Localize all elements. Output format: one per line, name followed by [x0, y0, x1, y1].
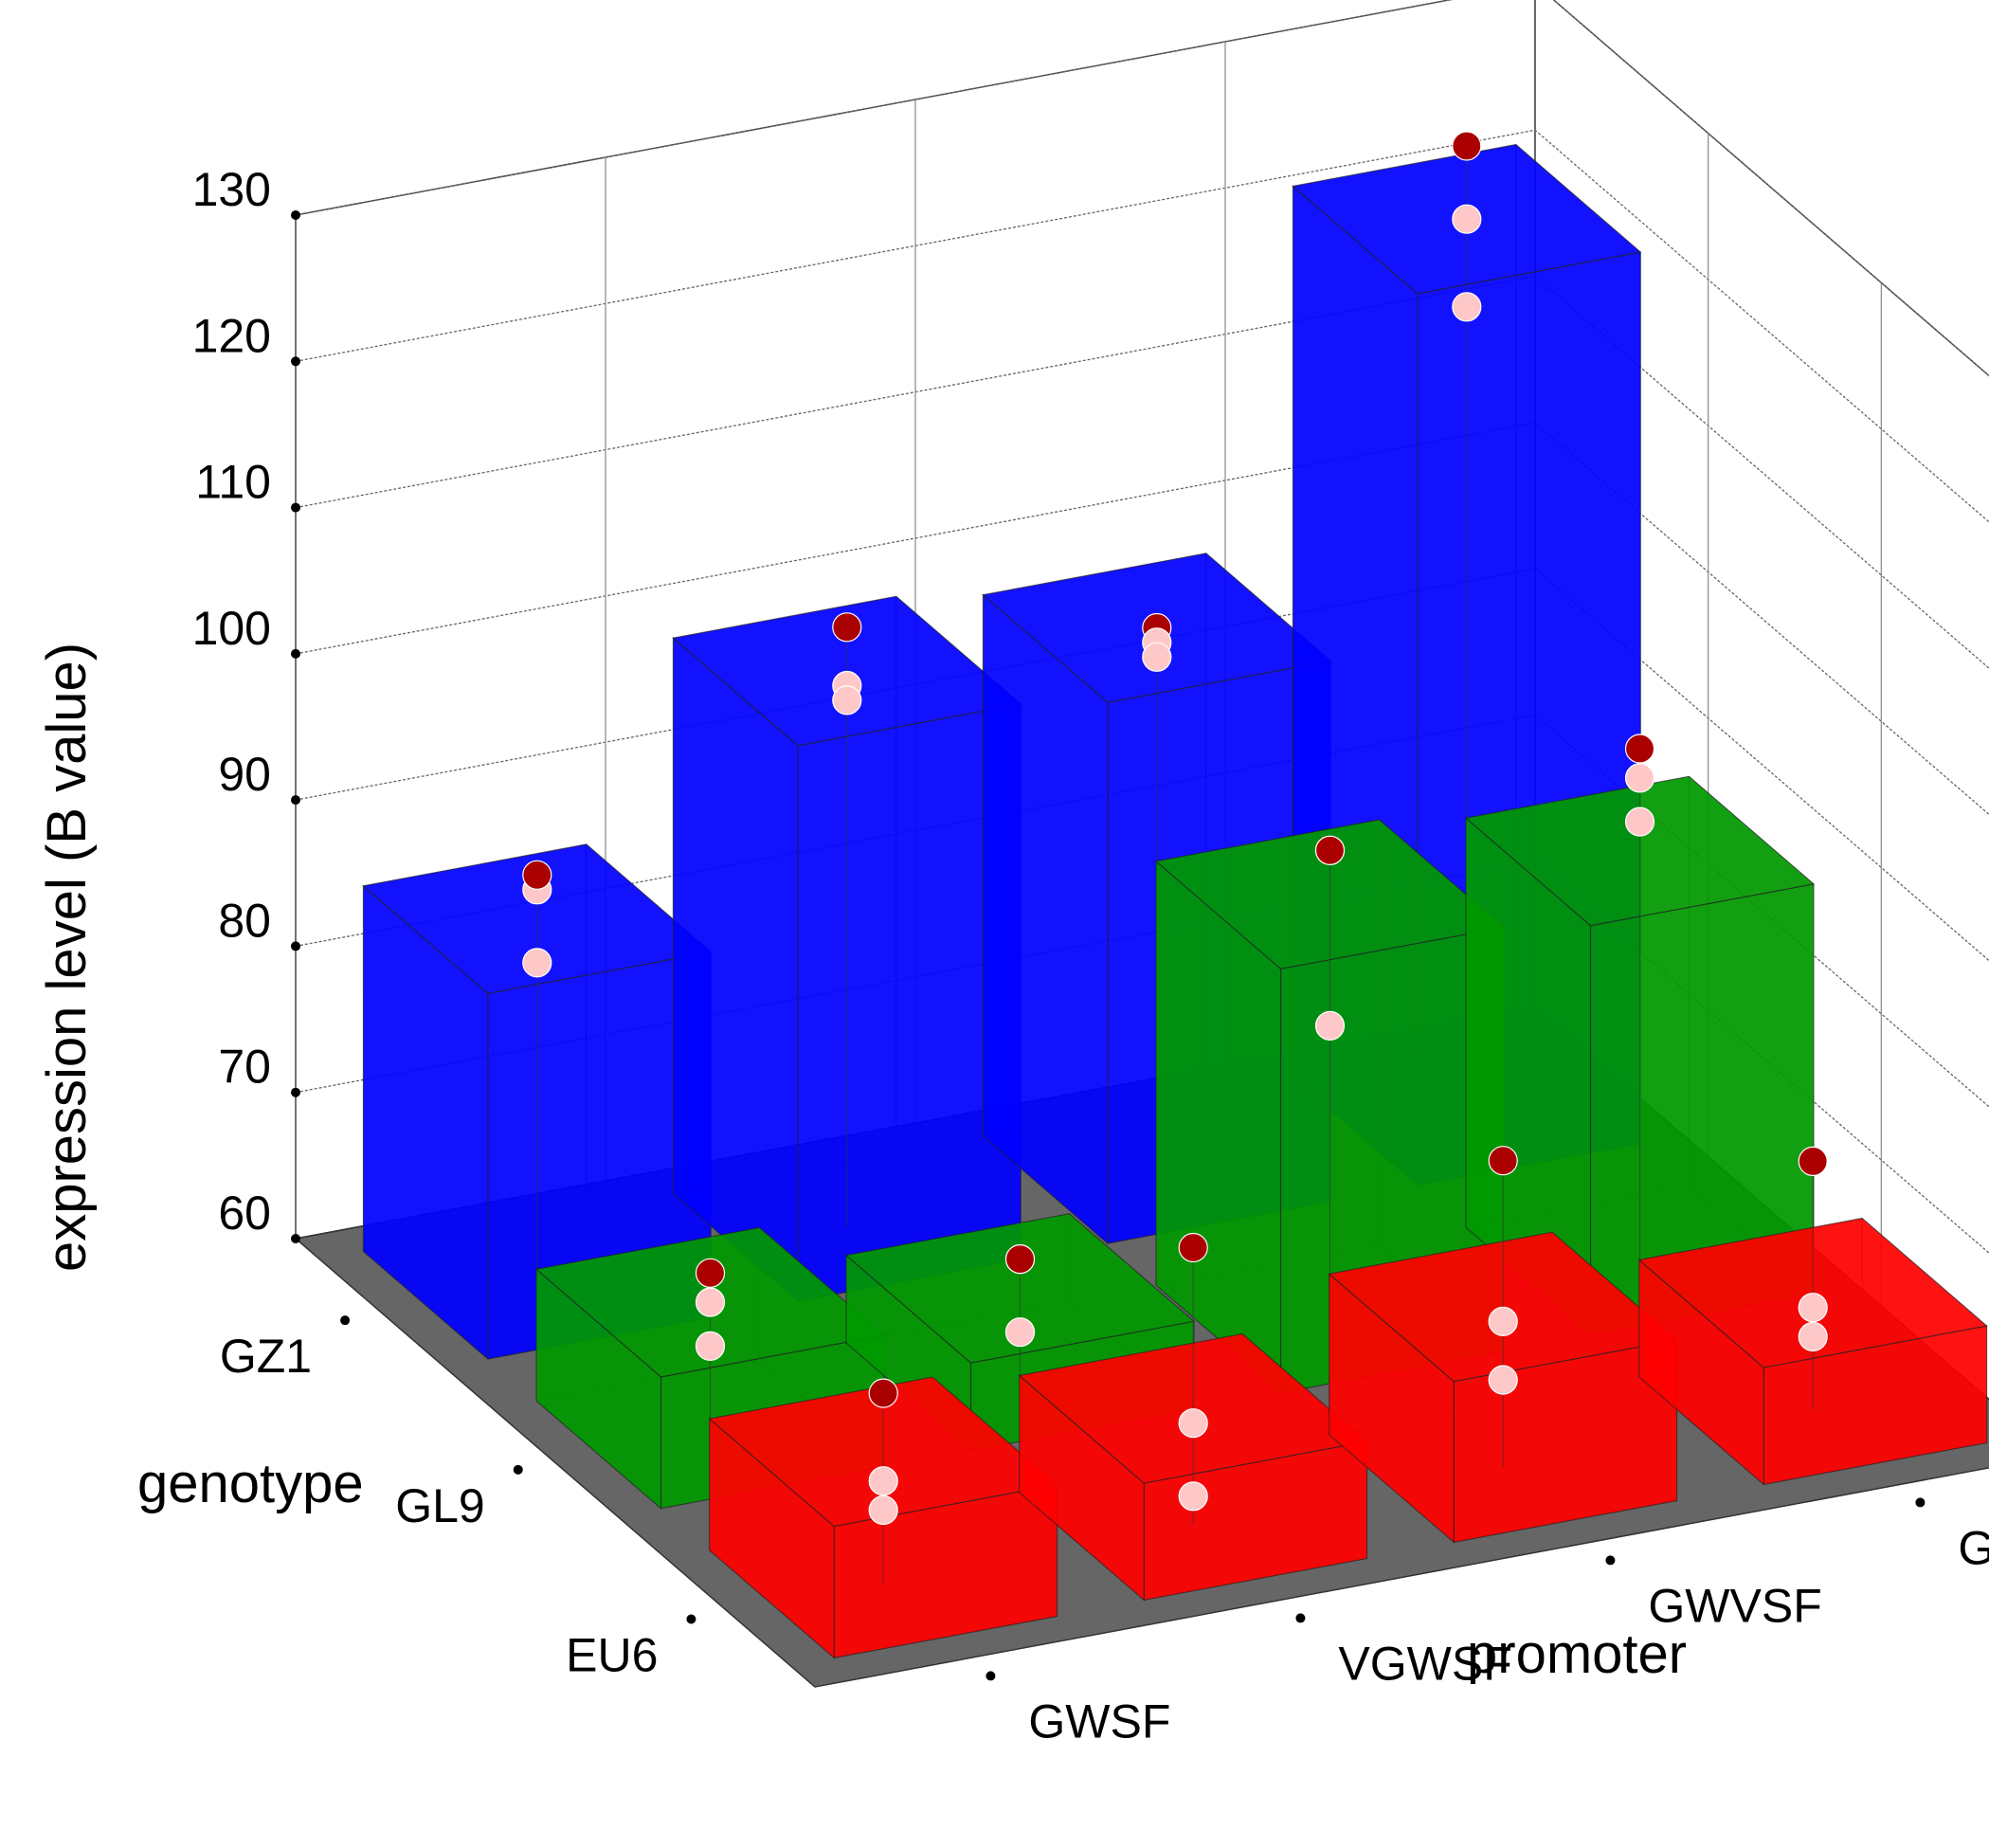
z-tick-label: 90: [218, 748, 271, 801]
genotype-axis-title: genotype: [137, 1453, 364, 1514]
promoter-tick: [1295, 1613, 1306, 1623]
bar: [1637, 1146, 1988, 1486]
data-point: [522, 948, 552, 978]
data-point: [522, 860, 552, 890]
genotype-tick-label: EU6: [566, 1628, 658, 1681]
data-point: [1798, 1146, 1828, 1177]
data-point: [1314, 835, 1346, 865]
z-tick: [291, 1087, 300, 1097]
z-tick: [291, 210, 300, 220]
promoter-tick: [1605, 1555, 1616, 1566]
z-tick-label: 120: [192, 309, 271, 362]
z-gridline: [295, 129, 1989, 523]
data-point: [1452, 204, 1482, 234]
data-point: [1142, 642, 1172, 672]
z-axis-title: expression level (B value): [36, 643, 98, 1272]
genotype-tick-label: GL9: [395, 1479, 485, 1532]
data-point: [695, 1331, 726, 1362]
z-tick-label: 100: [192, 602, 271, 655]
bar: [1018, 1232, 1368, 1602]
promoter-axis-title: promoter: [1467, 1623, 1687, 1685]
axes-group: 60708090100110120130GZ1GL9EU6GWSFVGWSFGW…: [192, 163, 1989, 1748]
bar: [1464, 734, 1816, 1336]
data-point: [1004, 1243, 1036, 1275]
data-point: [832, 685, 862, 716]
data-point: [868, 1495, 898, 1526]
data-point: [1178, 1232, 1208, 1263]
data-point: [868, 1378, 898, 1408]
data-point: [868, 1466, 898, 1496]
bar: [672, 595, 1022, 1303]
z-tick-label: 130: [192, 163, 271, 216]
promoter-tick-label: GWVSF: [1648, 1579, 1821, 1632]
z-tick: [291, 1234, 300, 1243]
data-point: [1798, 1321, 1828, 1352]
data-point: [1178, 1408, 1208, 1439]
data-point: [1452, 131, 1482, 161]
z-tick: [291, 356, 300, 367]
promoter-tick: [985, 1671, 996, 1681]
z-tick: [291, 502, 300, 513]
data-point: [1452, 292, 1482, 322]
data-point: [1004, 1317, 1036, 1348]
data-point: [1488, 1365, 1518, 1395]
bar: [708, 1376, 1058, 1659]
z-tick-label: 70: [218, 1041, 271, 1094]
genotype-tick-label: GZ1: [220, 1330, 312, 1383]
z-tick: [291, 795, 300, 806]
z-tick: [291, 941, 300, 951]
data-point: [1488, 1146, 1518, 1176]
z-tick-label: 110: [195, 456, 271, 509]
data-point: [1624, 734, 1655, 764]
z-tick-label: 80: [218, 894, 271, 947]
data-point: [1624, 763, 1655, 793]
data-point: [695, 1258, 726, 1288]
data-point: [695, 1287, 726, 1317]
data-point: [832, 612, 862, 643]
data-point: [1624, 806, 1655, 837]
z-tick: [291, 648, 300, 659]
promoter-tick: [1915, 1497, 1926, 1508]
promoter-tick-label: VGWSF: [1338, 1637, 1511, 1690]
data-point: [1798, 1293, 1828, 1323]
bars-group: [362, 131, 1988, 1659]
z-tick-label: 60: [218, 1187, 271, 1240]
genotype-tick: [686, 1614, 696, 1624]
bar-side-face: [982, 593, 1109, 1245]
data-point: [1314, 1010, 1346, 1042]
data-point: [1178, 1481, 1208, 1512]
genotype-tick: [340, 1315, 351, 1326]
genotype-tick: [513, 1464, 523, 1475]
data-point: [1488, 1306, 1518, 1337]
bar-side-face: [672, 636, 799, 1303]
promoter-tick-label: GWSF: [1028, 1694, 1170, 1748]
